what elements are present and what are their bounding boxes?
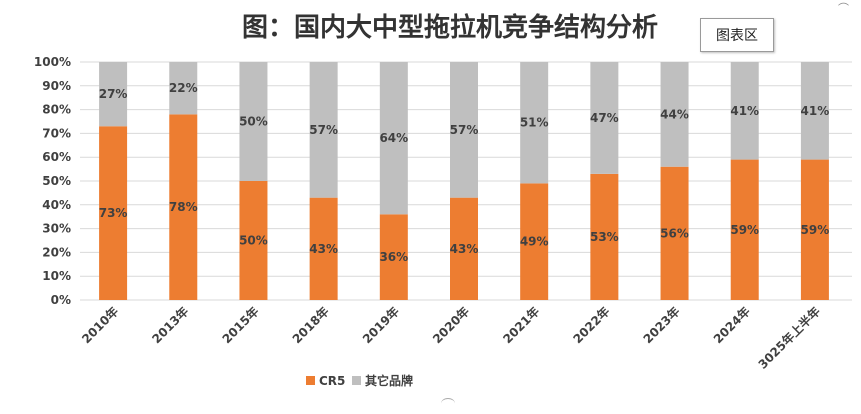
bar-segment[interactable] xyxy=(520,62,549,184)
y-tick-label: 70% xyxy=(42,126,71,140)
x-tick-label: 2022年 xyxy=(570,304,613,347)
x-tick-label: 2024年 xyxy=(710,304,753,347)
data-label: 50% xyxy=(239,115,268,129)
bar-segment[interactable] xyxy=(169,62,198,115)
bar-segment[interactable] xyxy=(450,62,478,198)
y-tick-label: 30% xyxy=(42,222,71,236)
y-tick-label: 90% xyxy=(42,79,71,93)
x-tick-label: 2013年 xyxy=(149,304,192,347)
data-label: 53% xyxy=(590,230,619,244)
y-tick-label: 80% xyxy=(42,103,71,117)
bar-segment[interactable] xyxy=(379,214,408,300)
legend-swatch xyxy=(306,376,315,385)
legend-swatch xyxy=(352,376,361,385)
data-label: 41% xyxy=(801,104,830,118)
x-tick-label: 2010年 xyxy=(78,304,121,347)
y-tick-label: 60% xyxy=(42,150,71,164)
data-label: 27% xyxy=(99,87,128,101)
data-label: 59% xyxy=(801,223,830,237)
data-label: 78% xyxy=(169,200,198,214)
x-tick-label: 2021年 xyxy=(500,304,543,347)
bar-segment[interactable] xyxy=(520,183,549,300)
bar-segment[interactable] xyxy=(730,159,759,300)
bar-segment[interactable] xyxy=(309,62,338,198)
x-tick-label: 2019年 xyxy=(359,304,402,347)
legend: CR5 其它品牌 xyxy=(306,373,413,388)
y-tick-label: 10% xyxy=(42,269,71,283)
chart-area-tag[interactable]: 图表区 xyxy=(700,18,774,52)
bar-segment[interactable] xyxy=(800,62,829,160)
x-tick-label: 3025年上半年 xyxy=(755,304,823,372)
bar-segment[interactable] xyxy=(169,114,198,300)
legend-label: CR5 xyxy=(319,374,345,388)
bar-segment[interactable] xyxy=(450,197,478,300)
data-label: 51% xyxy=(520,116,549,130)
bar-segment[interactable] xyxy=(239,62,268,181)
x-tick-label: 2018年 xyxy=(289,304,332,347)
data-label: 56% xyxy=(660,226,689,240)
data-labels: 73% 27% 78% 22% 50% 50% 43% 57% 36% 64% 43% 57% 49% 5… xyxy=(99,81,830,264)
y-tick-label: 50% xyxy=(42,174,71,188)
y-tick-label: 20% xyxy=(42,245,71,259)
corner-mark: ⌒ xyxy=(838,2,849,15)
scroll-mark xyxy=(441,398,455,409)
data-label: 44% xyxy=(660,107,689,121)
data-label: 59% xyxy=(730,223,759,237)
data-label: 36% xyxy=(379,250,408,264)
bar-segment[interactable] xyxy=(99,62,128,127)
data-label: 64% xyxy=(379,131,408,145)
data-label: 73% xyxy=(99,206,128,220)
y-axis: 0% 10% 20% 30% 40% 50% 60% 70% 80% 90% 100% xyxy=(34,55,71,307)
bar-segment[interactable] xyxy=(99,126,128,300)
y-tick-label: 100% xyxy=(34,55,71,69)
bar-segment[interactable] xyxy=(800,159,829,300)
data-label: 57% xyxy=(309,123,338,137)
bar-segment[interactable] xyxy=(660,166,689,300)
bar-segment[interactable] xyxy=(309,197,338,300)
data-label: 41% xyxy=(730,104,759,118)
y-tick-label: 0% xyxy=(51,293,71,307)
data-label: 49% xyxy=(520,235,549,249)
bar-segment[interactable] xyxy=(590,62,619,174)
x-tick-label: 2020年 xyxy=(429,304,472,347)
data-label: 57% xyxy=(450,123,479,137)
bar-segment[interactable] xyxy=(590,173,619,300)
bar-segment[interactable] xyxy=(379,62,408,215)
data-label: 22% xyxy=(169,81,198,95)
bar-segment[interactable] xyxy=(239,181,268,300)
data-label: 43% xyxy=(450,242,479,256)
x-tick-label: 2023年 xyxy=(640,304,683,347)
x-axis: 2010年 2013年 2015年 2018年 2019年 2020年 2021年 2022年… xyxy=(78,304,823,372)
data-label: 50% xyxy=(239,234,268,248)
chart-title: 图：国内大中型拖拉机竞争结构分析 xyxy=(242,12,658,43)
data-label: 43% xyxy=(309,242,338,256)
bars xyxy=(99,62,829,300)
bar-segment[interactable] xyxy=(730,62,759,160)
legend-label: 其它品牌 xyxy=(365,373,413,388)
bar-segment[interactable] xyxy=(660,62,689,167)
y-tick-label: 40% xyxy=(42,198,71,212)
x-tick-label: 2015年 xyxy=(219,304,262,347)
data-label: 47% xyxy=(590,111,619,125)
